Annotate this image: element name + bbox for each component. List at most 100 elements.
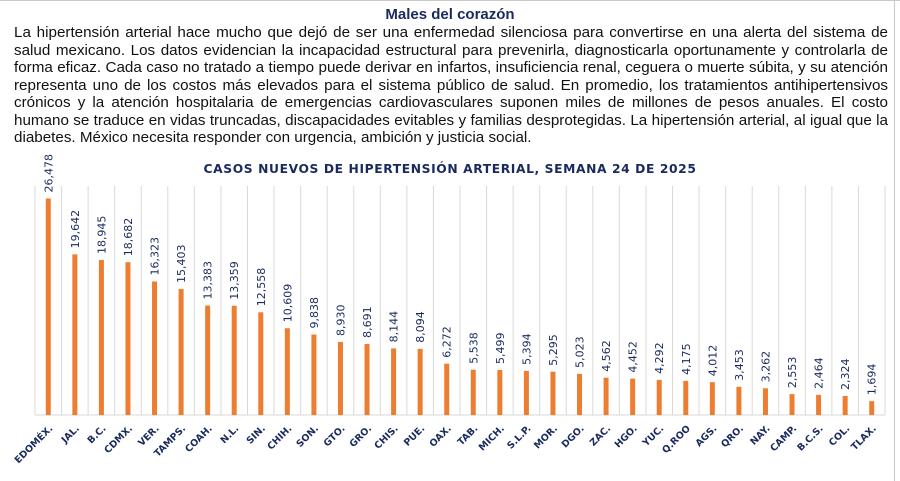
bar: [45, 198, 51, 415]
category-label: B.C.S.: [795, 423, 825, 453]
category-label: GTO.: [322, 423, 348, 449]
value-label: 3,262: [759, 351, 772, 383]
bar: [497, 370, 503, 415]
category-label: CAMP.: [768, 423, 799, 454]
bar: [550, 371, 556, 415]
article-heading: Males del corazón: [385, 6, 515, 23]
bar: [789, 394, 795, 415]
article-paragraph: La hipertensión arterial hace mucho que …: [14, 24, 888, 146]
value-label: 1,694: [866, 364, 879, 396]
category-label: COAH.: [183, 423, 215, 455]
bar: [391, 348, 397, 415]
category-label: N.L.: [219, 423, 242, 446]
category-label: B.C.: [86, 423, 109, 446]
bar: [337, 341, 343, 415]
value-label: 13,359: [228, 261, 241, 300]
category-label: MICH.: [477, 423, 507, 453]
category-label: CHIH.: [265, 423, 294, 452]
bar: [683, 380, 689, 415]
value-labels: 26,478 19,642 18,945 18,682 16,323 15,403 13,3…: [42, 154, 878, 395]
right-border: [894, 0, 895, 481]
value-label: 4,562: [600, 340, 613, 372]
category-label: EDOMÉX.: [12, 423, 55, 466]
category-label: MOR.: [532, 423, 560, 451]
value-label: 8,930: [334, 304, 347, 336]
value-label: 18,682: [122, 218, 135, 257]
category-label: HGO.: [613, 423, 640, 450]
bar: [205, 305, 211, 415]
value-label: 6,272: [441, 326, 454, 358]
value-label: 18,945: [95, 216, 108, 255]
category-label: TLAX.: [849, 423, 879, 453]
value-label: 12,558: [255, 268, 268, 307]
value-label: 5,295: [547, 334, 560, 366]
category-label: AGS.: [694, 423, 720, 449]
bar: [869, 401, 875, 415]
bar: [444, 363, 450, 415]
category-label: ZAC.: [588, 423, 613, 448]
category-label: S.L.P.: [505, 423, 533, 451]
category-label: PUE.: [402, 423, 427, 448]
value-label: 2,324: [839, 358, 852, 390]
gridlines: [34, 186, 886, 416]
value-label: 4,175: [680, 343, 693, 375]
bars: [45, 198, 875, 415]
bar: [842, 395, 848, 415]
value-label: 13,383: [202, 261, 215, 300]
category-label: SIN.: [245, 423, 268, 446]
value-label: 2,553: [786, 357, 799, 389]
value-label: 15,403: [175, 245, 188, 284]
value-label: 5,394: [520, 333, 533, 365]
bar: [762, 388, 768, 415]
bar: [656, 379, 662, 415]
value-label: 5,499: [494, 333, 507, 365]
bar: [231, 305, 237, 415]
value-label: 8,094: [414, 311, 427, 343]
value-label: 2,464: [813, 357, 826, 389]
value-label: 5,538: [467, 332, 480, 364]
value-label: 4,452: [627, 341, 640, 373]
bar: [311, 334, 317, 415]
category-label: OAX.: [428, 423, 454, 449]
category-label: TAB.: [456, 423, 481, 448]
bar: [630, 378, 636, 415]
value-label: 19,642: [69, 210, 82, 249]
bar: [577, 373, 583, 415]
bar: [152, 281, 158, 415]
category-labels: EDOMÉX. JAL. B.C.CDMX. VER.TAMPS.COAH. N.L. S…: [12, 423, 879, 466]
category-label: CHIS.: [372, 423, 400, 451]
bar: [72, 254, 78, 415]
category-label: QRO.: [719, 423, 746, 450]
value-label: 5,023: [574, 336, 587, 368]
top-border: [0, 0, 900, 1]
value-label: 16,323: [149, 237, 162, 276]
value-label: 26,478: [42, 154, 55, 193]
value-label: 4,292: [653, 342, 666, 374]
category-label: NAY.: [748, 423, 772, 447]
category-label: GRO.: [348, 423, 375, 450]
value-label: 8,144: [388, 311, 401, 343]
bar: [816, 394, 822, 415]
bar: [523, 370, 529, 415]
value-label: 10,609: [281, 284, 294, 323]
bar: [736, 386, 742, 415]
chart-title: CASOS NUEVOS DE HIPERTENSIÓN ARTERIAL, S…: [203, 162, 697, 176]
bar: [603, 377, 609, 415]
bar: [417, 348, 423, 415]
bar: [125, 262, 131, 415]
bar: [284, 328, 290, 415]
value-label: 9,838: [308, 297, 321, 329]
bar: [709, 382, 715, 415]
bar: [98, 260, 104, 415]
category-label: SON.: [295, 423, 322, 450]
value-label: 4,012: [706, 345, 719, 377]
bar: [258, 312, 264, 415]
value-label: 3,453: [733, 349, 746, 381]
value-label: 8,691: [361, 306, 374, 338]
bar: [364, 343, 370, 415]
category-label: CDMX.: [102, 423, 135, 456]
category-label: JAL.: [59, 423, 82, 446]
bar: [178, 289, 184, 415]
category-label: DGO.: [560, 423, 587, 450]
